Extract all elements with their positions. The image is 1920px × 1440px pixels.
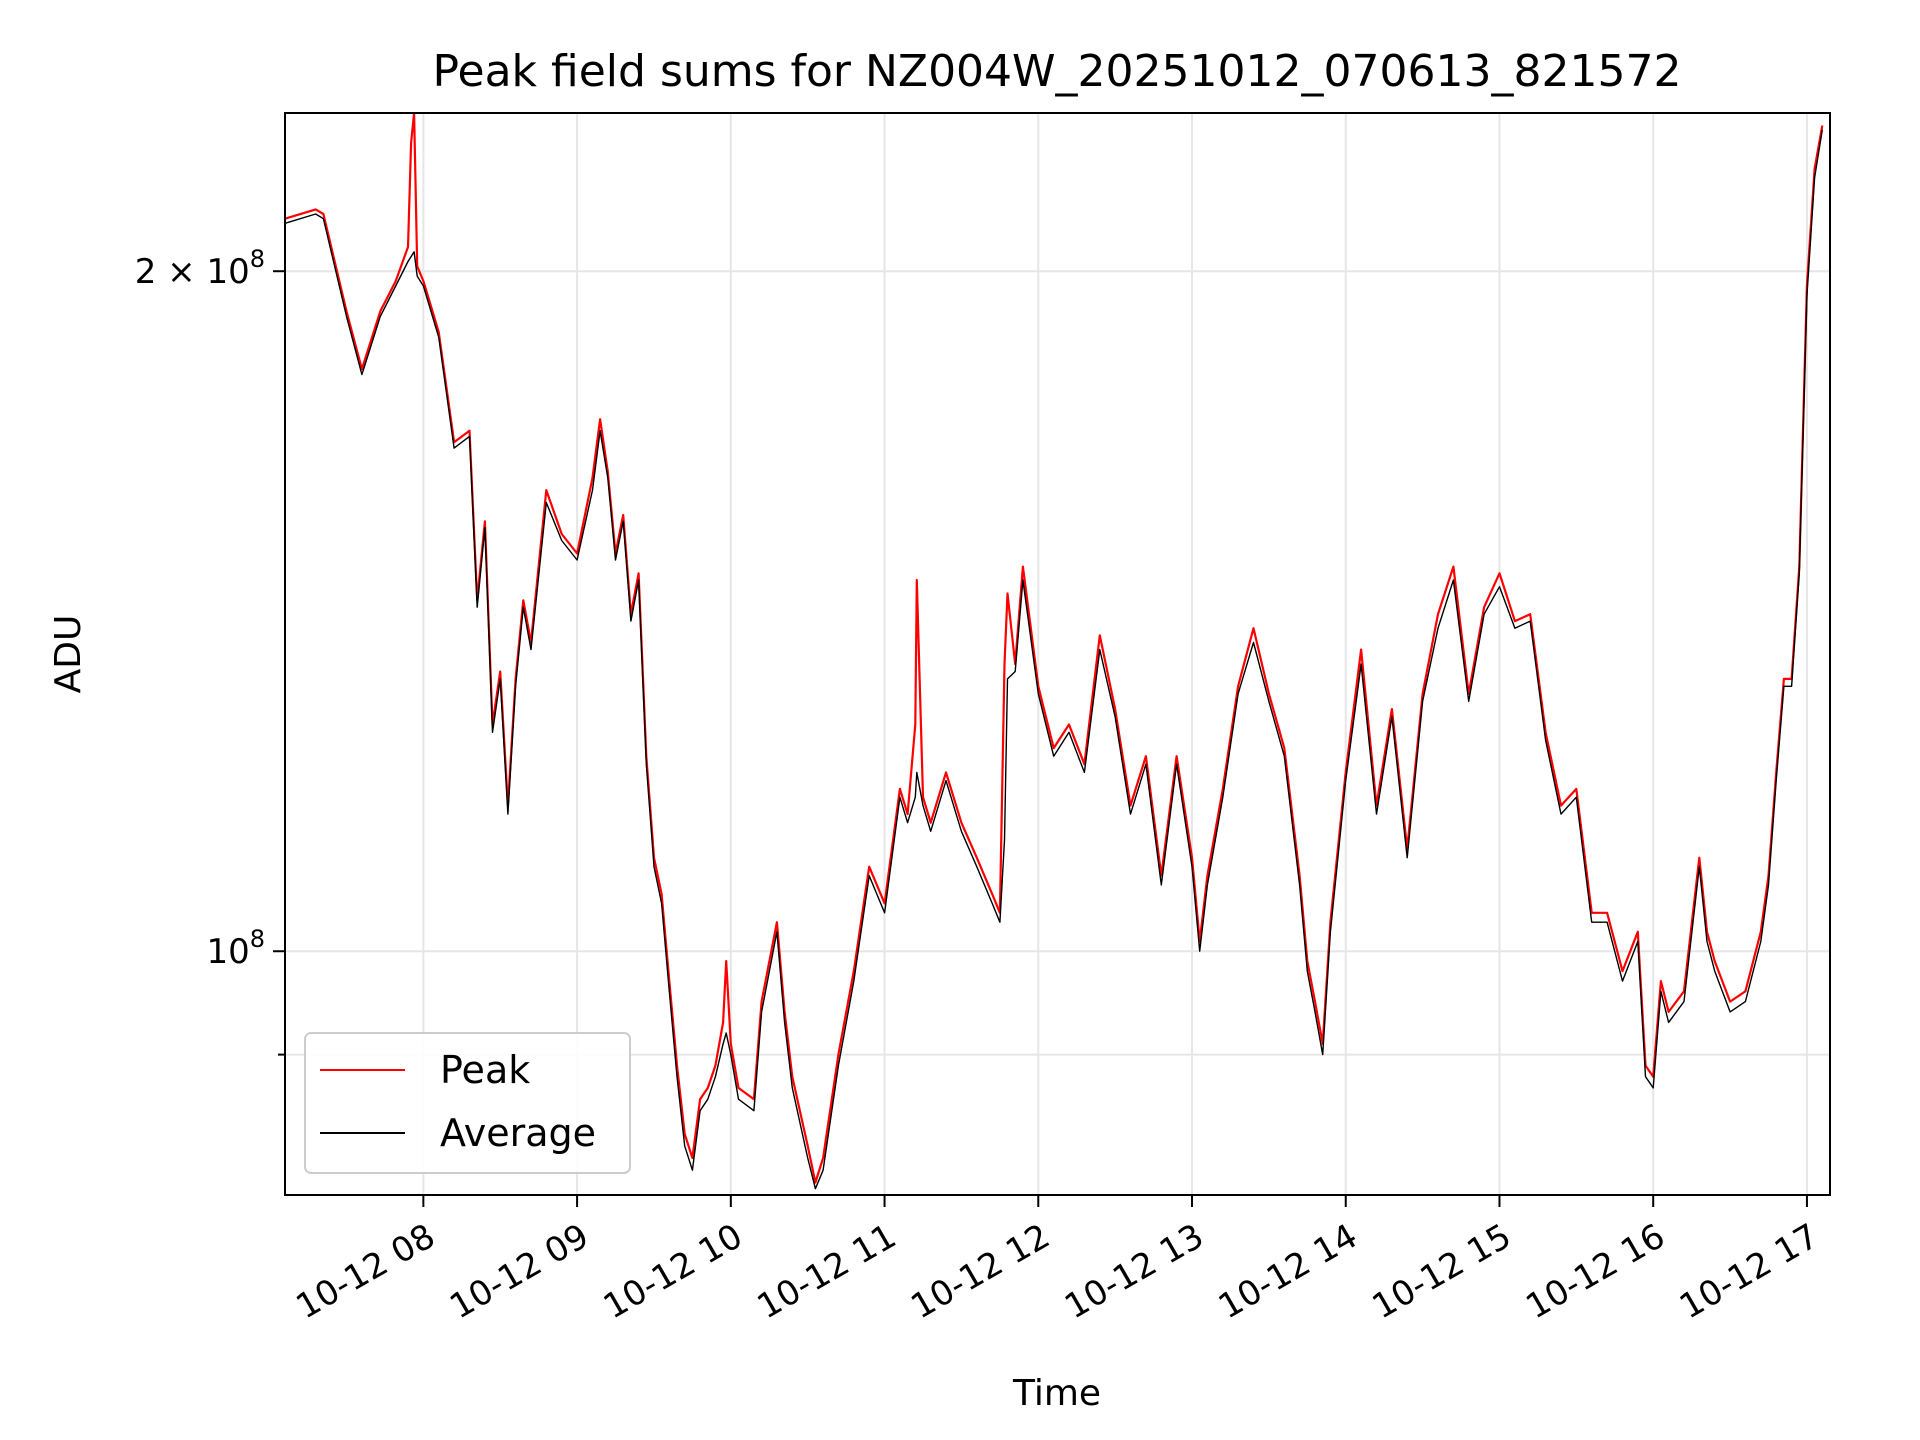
chart-title: Peak field sums for NZ004W_20251012_0706… [433, 46, 1682, 97]
plot-frame [284, 112, 1831, 1196]
legend-average-label: Average [440, 1111, 596, 1155]
series-layer [284, 111, 1824, 1190]
y-tick-label: 108 [206, 925, 265, 972]
series-line-peak [284, 111, 1824, 1184]
legend: Peak Average [304, 1032, 631, 1174]
legend-peak-label: Peak [440, 1048, 530, 1092]
y-axis: 108 2 × 108 [135, 245, 285, 1056]
grid [285, 113, 1830, 1195]
y-tick-label: 2 × 108 [135, 245, 265, 292]
y-axis-label: ADU [48, 615, 89, 694]
series-line-average [284, 129, 1823, 1190]
x-axis-label: Time [1012, 1373, 1101, 1414]
legend-box [304, 1032, 631, 1174]
